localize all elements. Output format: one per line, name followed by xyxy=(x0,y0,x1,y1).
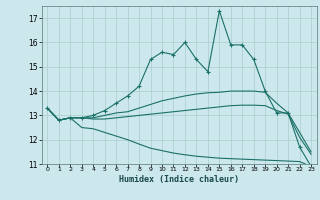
X-axis label: Humidex (Indice chaleur): Humidex (Indice chaleur) xyxy=(119,175,239,184)
